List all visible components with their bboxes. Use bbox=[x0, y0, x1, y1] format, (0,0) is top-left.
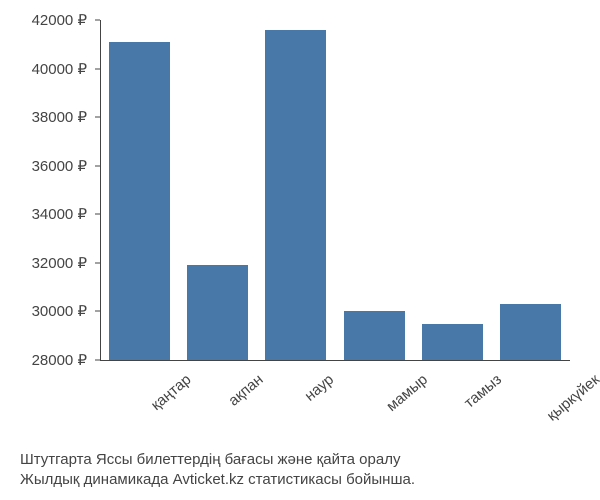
caption-line-1: Штутгарта Яссы билеттердің бағасы және қ… bbox=[20, 450, 580, 470]
x-tick-label: мамыр bbox=[383, 371, 431, 415]
y-tick-label: 38000 ₽ bbox=[32, 108, 87, 126]
x-tick-label: наур bbox=[301, 371, 337, 405]
x-tick-label: қаңтар bbox=[148, 371, 195, 414]
bar bbox=[344, 311, 405, 360]
y-tick-label: 42000 ₽ bbox=[32, 11, 87, 29]
y-tick-label: 40000 ₽ bbox=[32, 60, 87, 78]
y-tick-label: 36000 ₽ bbox=[32, 157, 87, 175]
bar bbox=[265, 30, 326, 360]
bar bbox=[187, 265, 248, 360]
plot-area bbox=[100, 20, 570, 360]
y-tick-label: 34000 ₽ bbox=[32, 205, 87, 223]
x-axis-line bbox=[100, 360, 570, 361]
y-tick-label: 30000 ₽ bbox=[32, 302, 87, 320]
caption-line-2: Жылдық динамикада Avticket.kz статистика… bbox=[20, 470, 580, 490]
y-axis: 28000 ₽30000 ₽32000 ₽34000 ₽36000 ₽38000… bbox=[0, 20, 95, 360]
x-axis: қаңтарақпаннаурмамыртамызқыркүйек bbox=[100, 365, 570, 445]
x-tick-label: тамыз bbox=[461, 371, 505, 412]
y-tick-label: 28000 ₽ bbox=[32, 351, 87, 369]
x-tick-label: ақпан bbox=[225, 371, 266, 410]
bar bbox=[109, 42, 170, 360]
bar bbox=[500, 304, 561, 360]
chart-container: 28000 ₽ 30000 ₽ 32000 ₽ 34000 ₽ 36000 ₽ 38000… bbox=[0, 0, 600, 500]
bars-group bbox=[100, 20, 570, 360]
x-tick-label: қыркүйек bbox=[544, 371, 600, 425]
caption: Штутгарта Яссы билеттердің бағасы және қ… bbox=[20, 450, 580, 491]
y-tick-label: 32000 ₽ bbox=[32, 254, 87, 272]
bar bbox=[422, 324, 483, 360]
